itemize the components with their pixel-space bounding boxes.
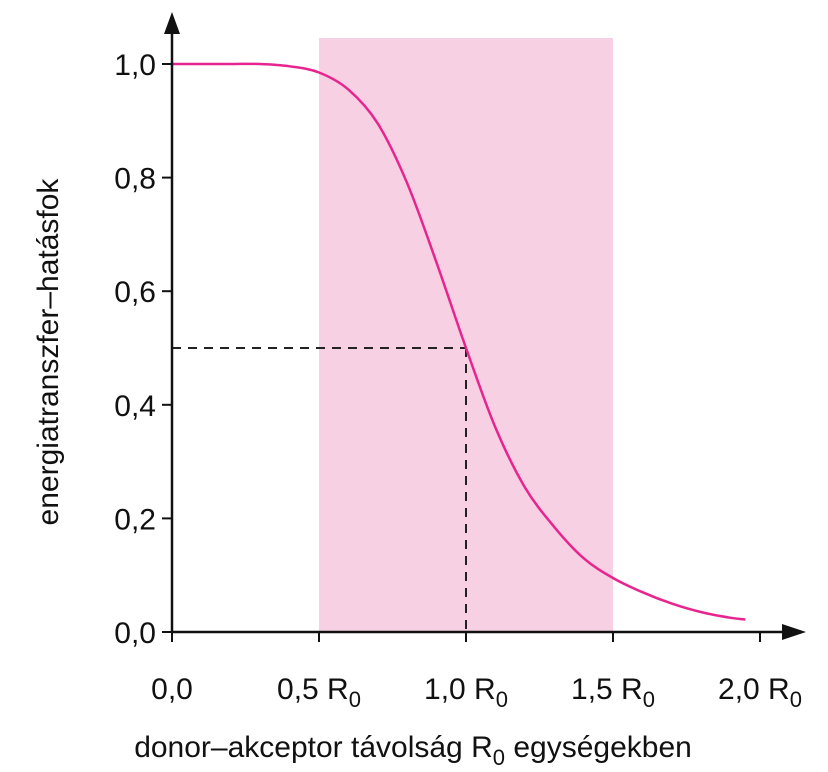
x-tick-label-3: 1,5 R0	[571, 673, 655, 712]
y-tick-label-0: 0,0	[114, 617, 156, 650]
y-tick-label-3: 0,6	[114, 276, 156, 309]
x-axis-arrow	[782, 624, 806, 640]
y-axis-arrow	[164, 12, 180, 34]
x-tick-label-0: 0,0	[151, 673, 193, 706]
y-tick-label-1: 0,2	[114, 503, 156, 536]
y-axis-title: energiatranszfer–hatásfok	[32, 178, 65, 526]
x-tick-label-4: 2,0 R0	[718, 673, 802, 712]
x-tick-label-1: 0,5 R0	[277, 673, 361, 712]
series-line-0	[171, 62, 746, 621]
y-tick-label-2: 0,4	[114, 390, 156, 423]
y-tick-label-5: 1,0	[114, 49, 156, 82]
x-axis-title: donor–akceptor távolság R0 egységekben	[134, 731, 692, 770]
x-tick-label-2: 1,0 R0	[424, 673, 508, 712]
y-tick-label-4: 0,8	[114, 163, 156, 196]
